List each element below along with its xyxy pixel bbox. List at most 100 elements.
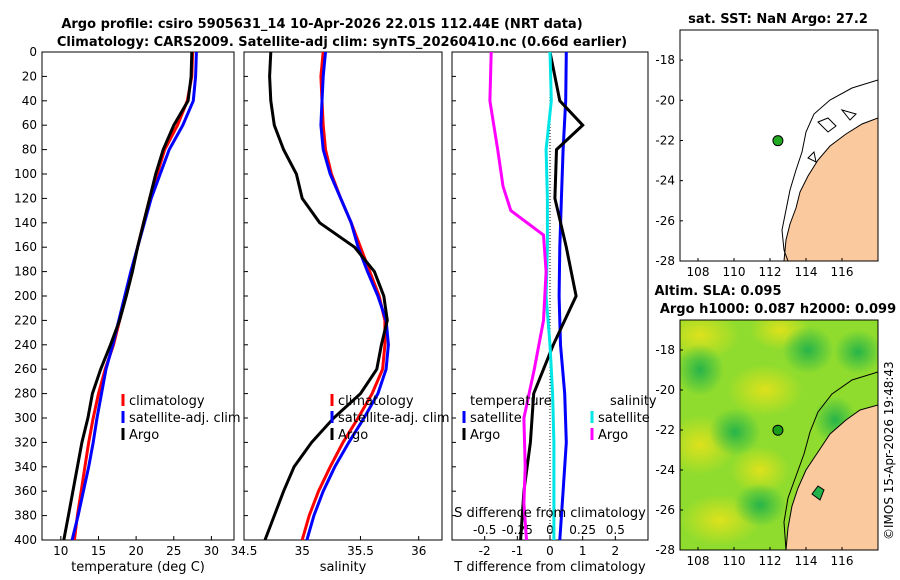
depth-tick-label: 280 [14, 387, 37, 401]
lat-tick-label: -28 [655, 543, 675, 557]
legend-t-argo-label: Argo [470, 428, 500, 443]
x-tick-label: 15 [91, 544, 106, 558]
depth-tick-label: 360 [14, 484, 37, 498]
lon-tick-label: 108 [687, 265, 710, 279]
sst-map-title: sat. SST: NaN Argo: 27.2 [688, 12, 868, 27]
x-tick-label: 2 [612, 544, 620, 558]
x-tick-label: 34.5 [231, 544, 258, 558]
legend-argo-label: Argo [129, 428, 159, 443]
lat-tick-label: -22 [655, 133, 675, 147]
series-line [519, 51, 585, 541]
x-tick-label: -1 [511, 544, 523, 558]
depth-tick-label: 320 [14, 435, 37, 449]
sla-map-frame [679, 319, 879, 551]
sla-map-axes: 108 110 112 114 116 -18 -20 -22 -24 -26 -28 [655, 343, 853, 568]
sla-land [785, 404, 878, 550]
sst-islands [807, 109, 857, 163]
series-line [62, 51, 194, 541]
lon-tick-label: 116 [831, 265, 854, 279]
x-tick-label: 30 [204, 544, 219, 558]
figure-title-line2: Climatology: CARS2009. Satellite-adj cli… [57, 35, 627, 50]
depth-tick-label: 140 [14, 216, 37, 230]
sla-map-body [680, 320, 878, 550]
salinity-plot: 34.5 35 35.5 36 [231, 51, 426, 558]
sst-land [783, 117, 878, 261]
figure-title-line1: Argo profile: csiro 5905631_14 10-Apr-20… [61, 17, 582, 32]
imos-credit: ©IMOS 15-Apr-2026 19:48:43 [882, 361, 896, 540]
argo-float-marker [772, 424, 784, 436]
lon-tick-label: 110 [723, 265, 746, 279]
lon-tick-label: 114 [795, 554, 818, 568]
lat-tick-label: -26 [655, 214, 675, 228]
legend-t-satellite-label: satellite [470, 411, 522, 426]
x-tick-label: 35 [295, 544, 310, 558]
lat-tick-label: -26 [655, 503, 675, 517]
legend-climatology-label: climatology [338, 394, 414, 409]
depth-tick-label: 100 [14, 167, 37, 181]
sla-map-title-line1: Altim. SLA: 0.095 [655, 284, 782, 299]
depth-tick-label: 80 [22, 143, 37, 157]
salinity-xlabel: salinity [320, 560, 367, 575]
lon-tick-label: 108 [687, 554, 710, 568]
lat-tick-label: -18 [655, 53, 675, 67]
secondary-x-tick-label: -0.5 [473, 523, 496, 537]
depth-tick-label: 340 [14, 460, 37, 474]
lat-tick-label: -20 [655, 383, 675, 397]
temperature-xlabel: temperature (deg C) [71, 560, 205, 575]
legend-satellite-label: satellite-adj. clim [129, 411, 241, 426]
temperature-legend: climatology satellite-adj. clim Argo [121, 394, 241, 443]
depth-tick-label: 200 [14, 289, 37, 303]
x-tick-label: 35.5 [347, 544, 374, 558]
lat-tick-label: -18 [655, 343, 675, 357]
series-line [305, 51, 390, 541]
depth-tick-label: 380 [14, 509, 37, 523]
temperature-plot: 10 15 20 25 30 [53, 51, 219, 558]
legend-s-argo-label: Argo [598, 428, 628, 443]
series-line [488, 51, 548, 541]
depth-tick-label: 40 [22, 94, 37, 108]
salinity-legend: climatology satellite-adj. clim Argo [330, 394, 450, 443]
depth-tick-label: 160 [14, 240, 37, 254]
lon-tick-label: 114 [795, 265, 818, 279]
depth-tick-label: 220 [14, 313, 37, 327]
legend-salinity-heading: salinity [610, 394, 657, 409]
x-tick-label: 1 [579, 544, 587, 558]
x-tick-label: 36 [411, 544, 426, 558]
difference-secondary-xlabel: S difference from climatology [454, 506, 646, 521]
x-tick-label: -2 [479, 544, 491, 558]
x-tick-label: 20 [128, 544, 143, 558]
depth-tick-label: 400 [14, 533, 37, 547]
legend-climatology-label: climatology [129, 394, 205, 409]
sla-map-title-line2: Argo h1000: 0.087 h2000: 0.099 [660, 302, 896, 317]
depth-tick-label: 240 [14, 338, 37, 352]
argo-float-marker [772, 135, 784, 147]
lat-tick-label: -24 [655, 463, 675, 477]
sst-map-axes: 108 110 112 114 116 -18 -20 -22 -24 -26 -28 [655, 53, 853, 279]
series-line [557, 51, 568, 541]
depth-tick-label: 300 [14, 411, 37, 425]
legend-argo-label: Argo [338, 428, 368, 443]
series-line [300, 51, 387, 541]
difference-legend: temperature satellite Argo salinity sate… [462, 394, 657, 443]
lat-tick-label: -24 [655, 174, 675, 188]
depth-axis: 0 20 40 60 80 100 120 140 160 180 200 220 240 260 280 3… [14, 45, 456, 547]
depth-tick-label: 60 [22, 118, 37, 132]
depth-tick-label: 260 [14, 362, 37, 376]
sst-map-frame [679, 29, 879, 262]
secondary-x-tick-label: -0.25 [502, 523, 533, 537]
legend-temperature-heading: temperature [470, 394, 552, 409]
lat-tick-label: -20 [655, 93, 675, 107]
lat-tick-label: -28 [655, 254, 675, 268]
legend-satellite-label: satellite-adj. clim [338, 411, 450, 426]
x-tick-label: 25 [166, 544, 181, 558]
depth-tick-label: 0 [29, 45, 37, 59]
temperature-panel-frame [41, 51, 235, 541]
sst-isobath [781, 79, 878, 261]
sla-isobath [783, 371, 878, 550]
lon-tick-label: 112 [759, 265, 782, 279]
x-tick-label: 0 [546, 544, 554, 558]
secondary-x-tick-label: 0.25 [569, 523, 596, 537]
legend-s-satellite-label: satellite [598, 411, 650, 426]
